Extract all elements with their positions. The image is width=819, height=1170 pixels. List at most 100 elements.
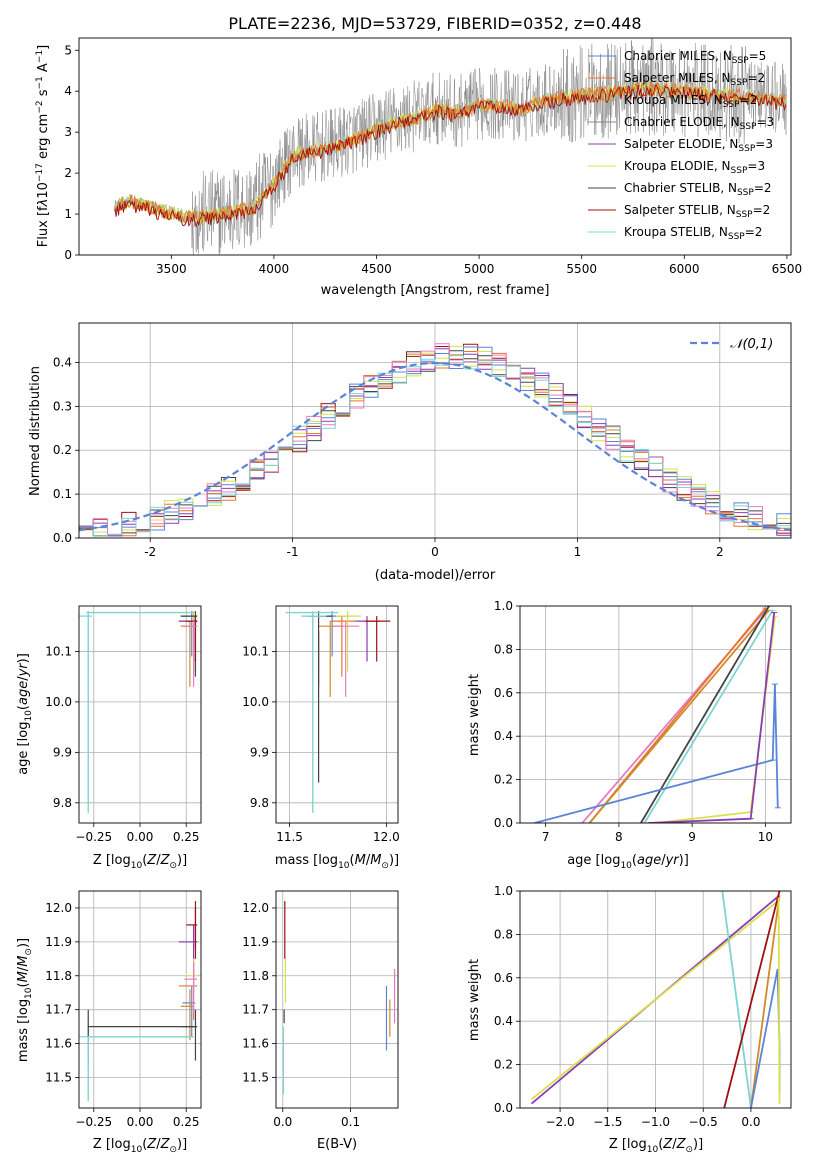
wAge-ytick-label: 1.0 xyxy=(494,599,513,613)
massE-ytick-label: 12.0 xyxy=(242,901,269,915)
spectrum-legend-entry: Chabrier STELIB, NSSP=2 xyxy=(624,181,772,198)
res-xtick-label: 0 xyxy=(431,545,439,559)
ageM-ytick-label: 9.9 xyxy=(250,745,269,759)
wZ-ytick-label: 1.0 xyxy=(494,884,513,898)
wZ-xtick-label: −1.0 xyxy=(641,1115,670,1129)
wZ-xtick-label: −2.0 xyxy=(546,1115,575,1129)
spectrum-legend-entry: Salpeter ELODIE, NSSP=3 xyxy=(624,137,773,154)
spec-ytick-label: 3 xyxy=(64,125,72,139)
wZ-series-line xyxy=(723,891,781,1108)
ageZ-xtick-label: −0.25 xyxy=(75,830,112,844)
ageZ-ylabel: age [log10(age/yr)] xyxy=(16,653,34,775)
ageZ-ytick-label: 9.9 xyxy=(53,745,72,759)
wZ-ytick-label: 0.8 xyxy=(494,927,513,941)
massE-ytick-label: 11.8 xyxy=(242,969,269,983)
wAge-ytick-label: 0.6 xyxy=(494,686,513,700)
wAge-ytick-label: 0.2 xyxy=(494,773,513,787)
massE-ytick-label: 11.9 xyxy=(242,935,269,949)
massE-xlabel: E(B-V) xyxy=(317,1137,357,1152)
wZ-series-line xyxy=(750,895,781,1108)
ageZ-plot-area xyxy=(79,606,201,823)
residuals-panel: (data-model)/error Normed distribution -… xyxy=(28,322,792,583)
massE-ytick-label: 11.7 xyxy=(242,1003,269,1017)
spectrum-legend-entry: Chabrier MILES, NSSP=5 xyxy=(624,49,766,66)
spec-xtick-label: 3500 xyxy=(156,262,187,276)
ageM-plot-area xyxy=(276,606,398,823)
spectrum-legend-entry: Chabrier ELODIE, NSSP=3 xyxy=(624,115,774,132)
res-ytick-label: 0.4 xyxy=(53,355,72,369)
wAge-frame xyxy=(519,605,792,824)
wZ-ytick-label: 0.4 xyxy=(494,1014,513,1028)
ageZ-xlabel: Z [log10(Z/Z⊙)] xyxy=(93,853,187,871)
weight-vs-age-panel: age [log10(age/yr)] mass weight 7 8 9 10 0.0… xyxy=(467,599,792,871)
spectrum-legend-entry: Salpeter STELIB, NSSP=2 xyxy=(624,203,770,220)
massZ-xtick-label: 0.00 xyxy=(127,1115,154,1129)
massZ-plot-area xyxy=(79,891,201,1108)
ageM-frame xyxy=(275,605,399,824)
res-plot-area xyxy=(79,323,791,538)
massZ-ytick-label: 11.7 xyxy=(45,1003,72,1017)
spec-ytick-label: 0 xyxy=(64,248,72,262)
massZ-ytick-label: 11.9 xyxy=(45,935,72,949)
spec-xtick-label: 4000 xyxy=(259,262,290,276)
weight-vs-Z-panel: Z [log10(Z/Z⊙)] mass weight −2.0 −1.5 −1.0… xyxy=(467,884,792,1155)
wZ-ytick-label: 0.0 xyxy=(494,1101,513,1115)
res-xtick-label: -2 xyxy=(144,545,156,559)
spec-frame xyxy=(78,37,792,256)
wAge-xtick-label: 7 xyxy=(542,830,550,844)
mass-vs-Z-panel: Z [log10(Z/Z⊙)] mass [log10(M/M⊙)] −0.25… xyxy=(16,890,202,1155)
wAge-series-line xyxy=(640,606,770,823)
residual-legend-entry: 𝒩(0,1) xyxy=(730,337,773,352)
spectrum-model-line xyxy=(114,84,787,227)
massE-xtick-label: 0.0 xyxy=(273,1115,292,1129)
ageM-ytick-label: 10.0 xyxy=(242,695,269,709)
res-xtick-label: 2 xyxy=(716,545,724,559)
massZ-xtick-label: −0.25 xyxy=(75,1115,112,1129)
res-axes: -2 -1 0 1 2 0.0 0.1 0.2 0.3 0.4 𝒩(0,1) xyxy=(53,322,792,559)
wAge-series-line xyxy=(588,609,770,823)
massZ-ytick-label: 12.0 xyxy=(45,901,72,915)
massZ-ytick-label: 11.5 xyxy=(45,1070,72,1084)
ageZ-ytick-label: 9.8 xyxy=(53,796,72,810)
wAge-ytick-label: 0.0 xyxy=(494,816,513,830)
wAge-ytick-label: 0.8 xyxy=(494,642,513,656)
normal-curve xyxy=(79,361,791,532)
wAge-axes: 7 8 9 10 0.0 0.2 0.4 0.6 0.8 1.0 xyxy=(494,599,792,844)
wZ-series-line xyxy=(777,897,781,1104)
wZ-xtick-label: −0.5 xyxy=(689,1115,718,1129)
res-frame xyxy=(78,322,792,539)
wZ-axes: −2.0 −1.5 −1.0 −0.5 0.0 0.0 0.2 0.4 0.6 0.8 1.0 xyxy=(494,884,792,1129)
spec-ytick-label: 5 xyxy=(64,43,72,57)
ageZ-axes: −0.25 0.00 0.25 9.8 9.9 10.0 10.1 xyxy=(45,605,202,844)
wZ-xlabel: Z [log10(Z/Z⊙)] xyxy=(609,1137,703,1155)
ageM-xlabel: mass [log10(M/M⊙)] xyxy=(275,853,399,871)
figure-title: PLATE=2236, MJD=53729, FIBERID=0352, z=0… xyxy=(228,14,641,33)
massZ-ylabel: mass [log10(M/M⊙)] xyxy=(16,938,34,1062)
wZ-series-line xyxy=(721,891,752,1108)
spec-ytick-label: 4 xyxy=(64,84,72,98)
spec-xtick-label: 5000 xyxy=(464,262,495,276)
spectrum-legend-entry: Kroupa STELIB, NSSP=2 xyxy=(624,225,762,242)
wAge-xtick-label: 10 xyxy=(758,830,773,844)
res-xtick-label: 1 xyxy=(574,545,582,559)
ageM-ytick-label: 9.8 xyxy=(250,796,269,810)
massE-ytick-label: 11.5 xyxy=(242,1070,269,1084)
spectrum-xlabel: wavelength [Angstrom, rest frame] xyxy=(321,283,550,298)
res-ytick-label: 0.1 xyxy=(53,487,72,501)
spec-ytick-label: 2 xyxy=(64,166,72,180)
age-vs-Z-panel: Z [log10(Z/Z⊙)] age [log10(age/yr)] −0.2… xyxy=(16,605,202,871)
wZ-xtick-label: 0.0 xyxy=(741,1115,760,1129)
spec-axes: 3500 4000 4500 5000 5500 6000 6500 0 1 2 3 4 5 Chabri… xyxy=(64,37,802,276)
spec-plot-area xyxy=(113,38,787,255)
wAge-ylabel: mass weight xyxy=(467,674,482,756)
ageM-ytick-label: 10.1 xyxy=(242,644,269,658)
residual-histogram xyxy=(79,351,791,537)
residuals-ylabel: Normed distribution xyxy=(28,366,43,496)
wAge-xlabel: age [log10(age/yr)] xyxy=(567,853,689,871)
spectrum-ylabel: Flux [fλ10−17 erg cm−2 s−1 A−1] xyxy=(35,45,51,247)
wAge-plot-area xyxy=(520,606,791,823)
massZ-xlabel: Z [log10(Z/Z⊙)] xyxy=(93,1137,187,1155)
massE-xtick-label: 0.1 xyxy=(341,1115,360,1129)
wAge-ytick-label: 0.4 xyxy=(494,729,513,743)
